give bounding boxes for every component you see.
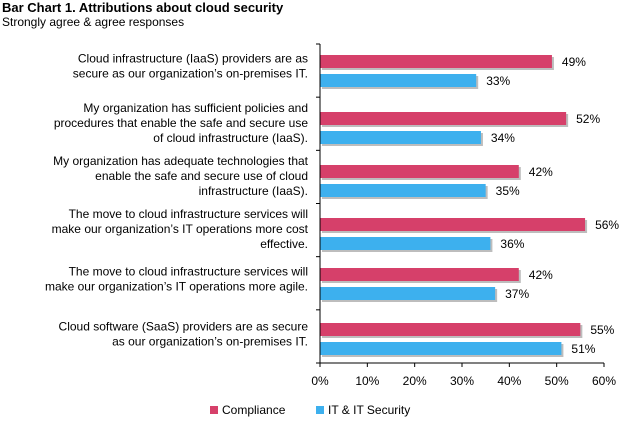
- category-label: procedures that enable the safe and secu…: [54, 116, 309, 130]
- data-label: 37%: [505, 287, 529, 301]
- bar-compliance: [320, 112, 567, 125]
- bar-compliance: [320, 218, 586, 231]
- data-label: 49%: [562, 55, 586, 69]
- x-tick-label: 50%: [545, 374, 569, 388]
- category-label: make our organization’s IT operations mo…: [45, 280, 308, 294]
- category-label: effective.: [260, 237, 308, 251]
- x-tick-label: 0%: [311, 374, 329, 388]
- chart-subtitle: Strongly agree & agree responses: [2, 15, 185, 29]
- legend-swatch: [210, 406, 218, 414]
- bar-it-security: [320, 237, 491, 250]
- x-tick-label: 40%: [497, 374, 521, 388]
- bar-it-security: [320, 342, 562, 355]
- bar-compliance: [320, 268, 519, 281]
- category-label: of cloud infrastructure (IaaS).: [153, 131, 308, 145]
- x-tick-label: 30%: [450, 374, 474, 388]
- bar-compliance: [320, 165, 519, 178]
- category-label: The move to cloud infrastructure service…: [69, 265, 308, 279]
- category-label: infrastructure (IaaS).: [199, 184, 308, 198]
- bar-it-security: [320, 287, 496, 300]
- x-tick-label: 60%: [592, 374, 616, 388]
- data-label: 52%: [576, 112, 600, 126]
- category-label: My organization has sufficient policies …: [83, 101, 308, 115]
- data-label: 34%: [491, 131, 515, 145]
- data-label: 55%: [590, 323, 614, 337]
- category-label: My organization has adequate technologie…: [53, 154, 309, 168]
- bar-compliance: [320, 55, 552, 68]
- legend-swatch: [316, 406, 324, 414]
- data-label: 42%: [529, 165, 553, 179]
- category-label: as our organization’s on-premises IT.: [112, 335, 308, 349]
- legend-label: IT & IT Security: [328, 403, 410, 417]
- bar-it-security: [320, 131, 481, 144]
- data-label: 35%: [496, 184, 520, 198]
- bar-it-security: [320, 74, 477, 87]
- x-tick-label: 10%: [355, 374, 379, 388]
- category-label: make our organization’s IT operations mo…: [52, 222, 309, 236]
- bar-compliance: [320, 323, 581, 336]
- category-label: enable the safe and secure use of cloud: [95, 169, 308, 183]
- x-tick-label: 20%: [403, 374, 427, 388]
- category-label: secure as our organization’s on-premises…: [73, 67, 308, 81]
- data-label: 33%: [486, 74, 510, 88]
- data-label: 56%: [595, 218, 619, 232]
- category-label: Cloud infrastructure (IaaS) providers ar…: [78, 52, 308, 66]
- category-label: The move to cloud infrastructure service…: [69, 207, 308, 221]
- data-label: 51%: [571, 342, 595, 356]
- category-label: Cloud software (SaaS) providers are as s…: [59, 320, 309, 334]
- data-label: 36%: [500, 237, 524, 251]
- chart-title: Bar Chart 1. Attributions about cloud se…: [2, 0, 284, 15]
- data-label: 42%: [529, 268, 553, 282]
- bar-it-security: [320, 184, 486, 197]
- legend-label: Compliance: [222, 403, 286, 417]
